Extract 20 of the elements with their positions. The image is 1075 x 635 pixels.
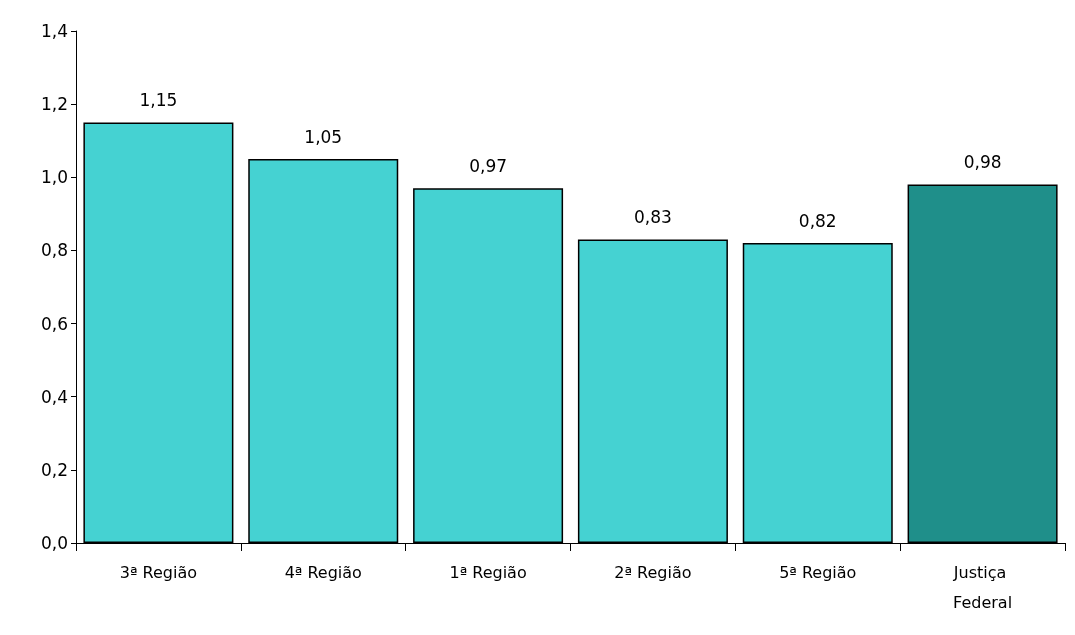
y-tick-label: 1,2 xyxy=(40,94,68,115)
y-tick-label: 0,4 xyxy=(40,386,68,407)
x-tick-label: 2ª Região xyxy=(614,562,692,582)
data-label: 1,05 xyxy=(304,126,343,147)
x-tick-label: 5ª Região xyxy=(779,562,857,582)
y-tick-label: 1,0 xyxy=(40,167,68,188)
x-tick-label: 3ª Região xyxy=(119,562,198,582)
x-tick-label: 1ª Região xyxy=(449,562,527,582)
data-label: 0,83 xyxy=(633,206,672,227)
x-tick-label: 4ª Região xyxy=(284,562,362,582)
y-tick-label: 0,6 xyxy=(40,313,68,334)
y-tick-label: 0,0 xyxy=(40,533,68,553)
y-tick-label: 1,4 xyxy=(40,21,68,41)
y-tick-label: 0,8 xyxy=(40,240,68,261)
data-label: 1,15 xyxy=(139,89,178,110)
data-label: 0,97 xyxy=(469,155,508,176)
x-tick-label: Justiça Federal xyxy=(952,562,1013,612)
data-label: 0,82 xyxy=(798,210,837,231)
data-label: 0,98 xyxy=(963,152,1002,173)
y-tick-label: 0,2 xyxy=(40,459,68,480)
